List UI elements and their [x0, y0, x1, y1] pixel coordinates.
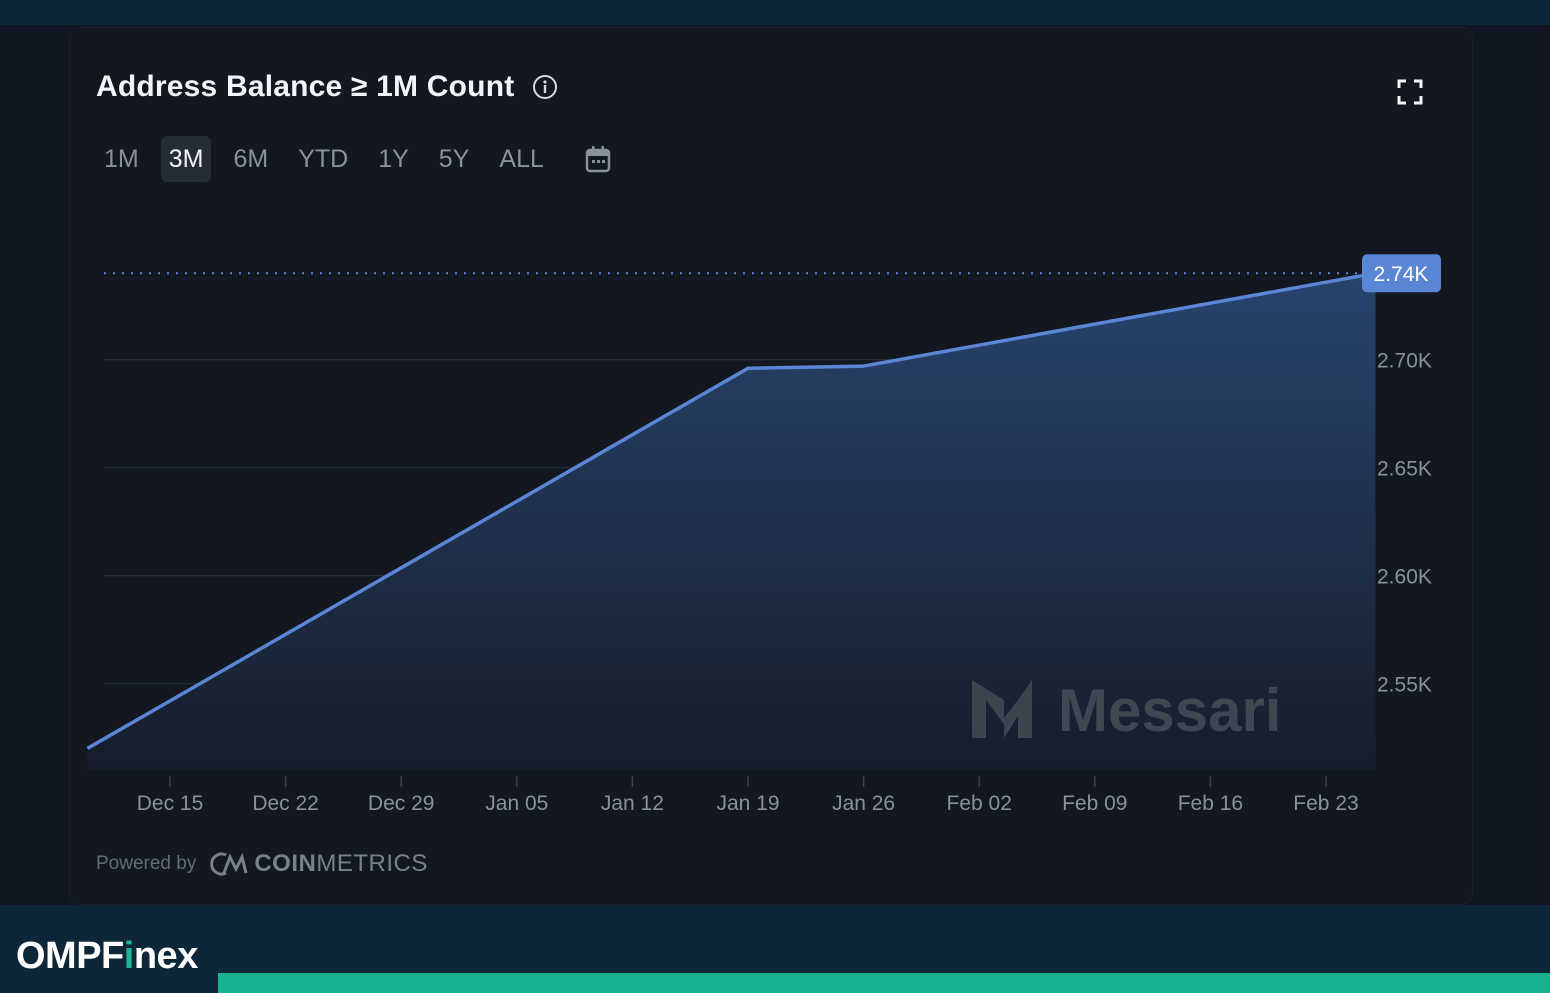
- y-axis: 2.55K 2.60K 2.65K 2.70K: [1377, 350, 1432, 697]
- area-fill: [87, 273, 1376, 770]
- brand-logo: OMPFinex: [16, 935, 198, 978]
- series-line-path: [86, 271, 1376, 750]
- coinmetrics-logo[interactable]: COIN METRICS: [210, 850, 428, 878]
- x-tick-label: Jan 12: [601, 792, 664, 815]
- range-1m[interactable]: 1M: [104, 145, 139, 173]
- current-value-marker: 2.74K: [104, 254, 1441, 293]
- provider-light: METRICS: [316, 850, 428, 877]
- brand-suffix: nex: [133, 935, 198, 977]
- x-tick-label: Jan 26: [832, 792, 895, 815]
- x-tick-label: Dec 15: [137, 792, 204, 815]
- time-range-selector: 1M 3M 6M YTD 1Y 5Y ALL: [96, 136, 612, 182]
- messari-watermark: Messari: [972, 677, 1281, 744]
- range-1y[interactable]: 1Y: [378, 145, 409, 173]
- range-5y[interactable]: 5Y: [438, 145, 470, 173]
- powered-label: Powered by: [96, 853, 197, 874]
- current-value-label: 2.74K: [1374, 263, 1429, 286]
- chart-header: Address Balance ≥ 1M Count: [96, 70, 558, 104]
- x-tick-label: Jan 19: [716, 792, 779, 815]
- x-tick-label: Feb 09: [1062, 792, 1127, 815]
- range-3m[interactable]: 3M: [160, 136, 212, 182]
- x-tick-label: Jan 05: [485, 792, 548, 815]
- x-tick-label: Dec 22: [252, 792, 319, 815]
- watermark-text: Messari: [1058, 677, 1281, 744]
- y-tick-label: 2.65K: [1377, 458, 1432, 481]
- accent-strip: [218, 973, 1550, 993]
- x-tick-label: Feb 16: [1178, 792, 1243, 815]
- area-chart: Messari 2.55K 2.60K 2.65K 2.70K Dec 15 Dec 2…: [86, 254, 1441, 815]
- calendar-icon[interactable]: [584, 144, 612, 174]
- y-tick-label: 2.60K: [1377, 566, 1432, 589]
- powered-by: Powered by COIN METRICS: [96, 850, 428, 878]
- range-6m[interactable]: 6M: [233, 145, 269, 173]
- y-tick-label: 2.55K: [1377, 674, 1432, 697]
- fullscreen-icon[interactable]: [1396, 78, 1424, 106]
- current-value-badge: [1362, 254, 1441, 293]
- range-all[interactable]: ALL: [499, 145, 544, 173]
- top-bar: [0, 0, 1550, 25]
- brand-prefix: OMPF: [16, 935, 124, 977]
- range-ytd[interactable]: YTD: [298, 145, 349, 173]
- x-tick-label: Dec 29: [368, 792, 435, 815]
- x-axis: Dec 15 Dec 22 Dec 29 Jan 05 Jan 12 Jan 19 Jan …: [137, 776, 1359, 815]
- brand-accent: i: [123, 935, 135, 977]
- x-tick-label: Feb 23: [1293, 792, 1358, 815]
- chart-title: Address Balance ≥ 1M Count: [96, 70, 515, 103]
- x-tick-label: Feb 02: [947, 792, 1012, 815]
- series-line: [86, 271, 1376, 750]
- provider-strong: COIN: [254, 850, 317, 877]
- info-icon[interactable]: [532, 74, 558, 100]
- y-tick-label: 2.70K: [1377, 350, 1432, 373]
- coinmetrics-mark-icon: [210, 852, 248, 876]
- area-series: [87, 273, 1376, 770]
- messari-logo-icon: [972, 680, 1032, 738]
